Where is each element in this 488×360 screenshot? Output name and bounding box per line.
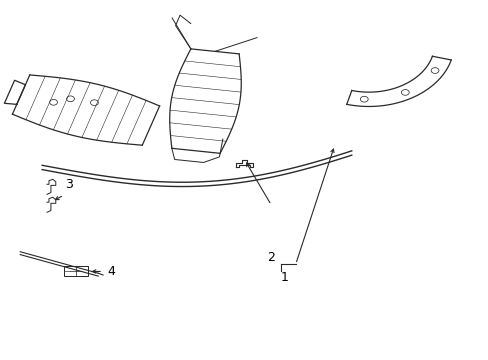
Text: 1: 1 (280, 271, 288, 284)
FancyBboxPatch shape (64, 266, 88, 276)
Text: 2: 2 (267, 251, 275, 264)
Text: 4: 4 (107, 265, 115, 278)
Text: 3: 3 (65, 179, 73, 192)
